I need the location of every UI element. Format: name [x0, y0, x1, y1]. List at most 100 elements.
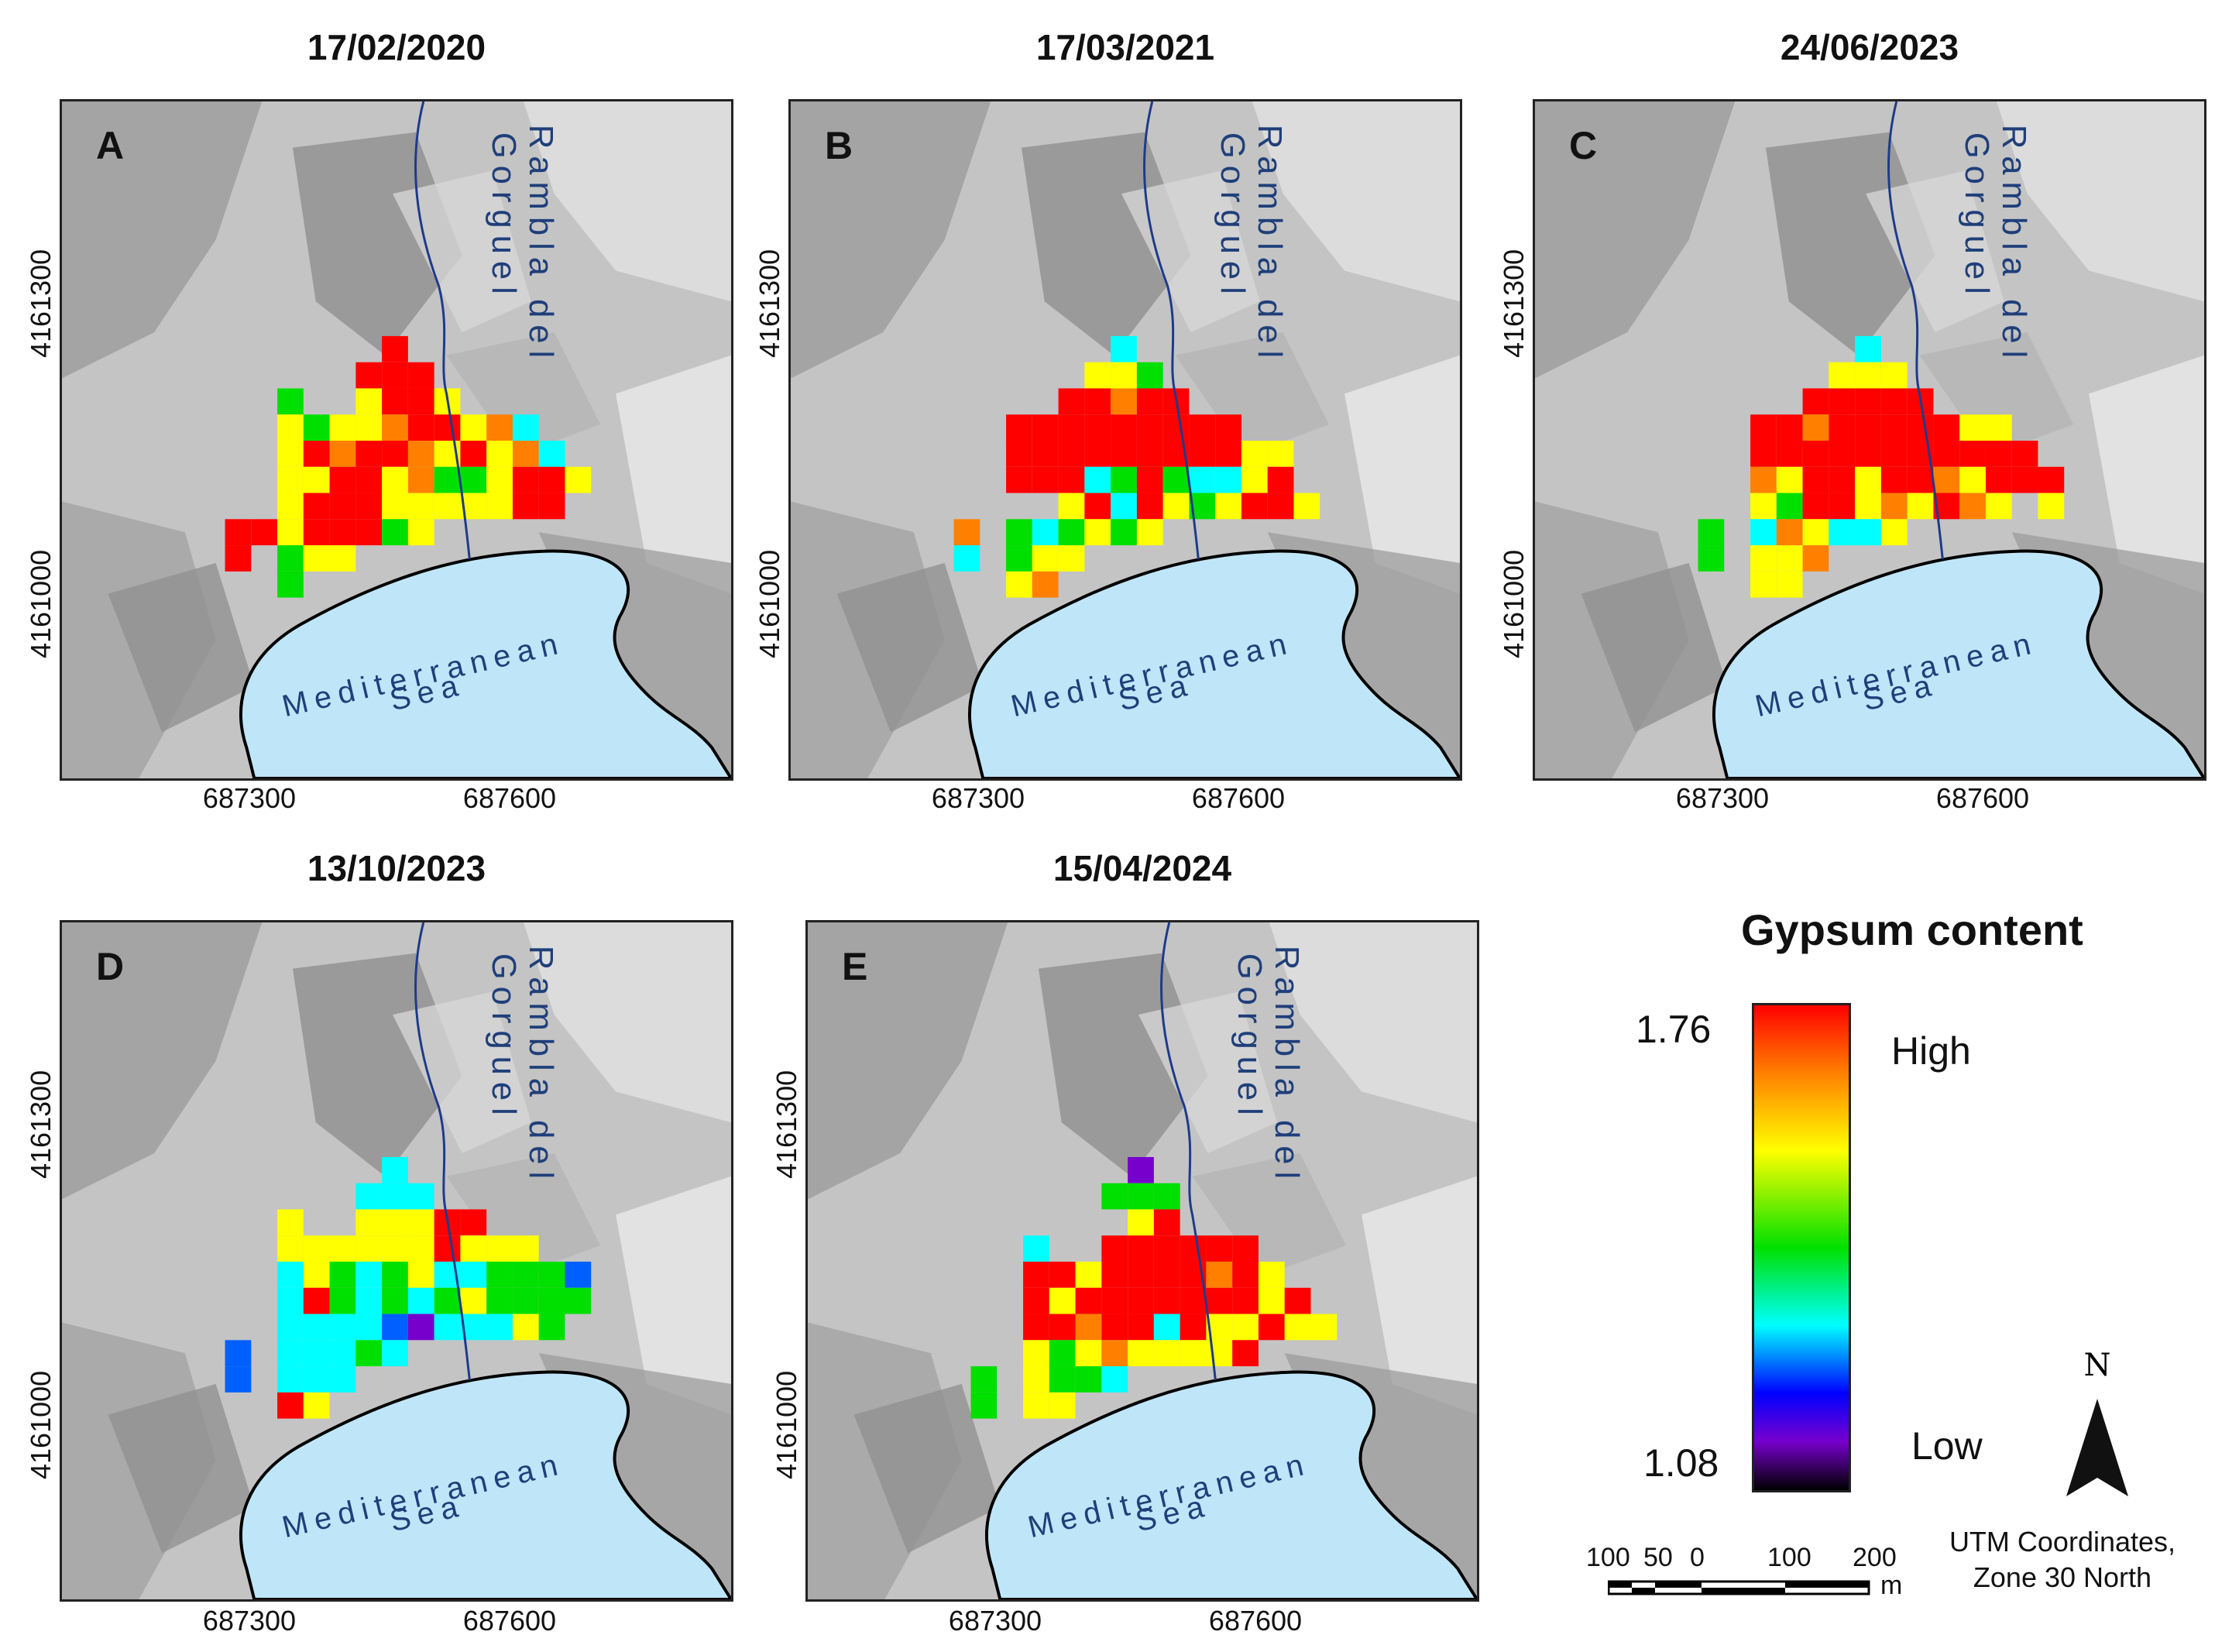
gypsum-pixel [1232, 1261, 1259, 1288]
gypsum-pixel [486, 414, 513, 441]
gypsum-pixel [407, 362, 434, 389]
river-label: Rambla del [1995, 125, 2033, 365]
panel-a-date: 17/02/2020 [307, 27, 486, 67]
gypsum-pixel [434, 466, 461, 493]
gypsum-pixel [382, 1287, 408, 1314]
gypsum-pixel [1985, 466, 2012, 493]
gypsum-pixel [277, 388, 304, 415]
gypsum-pixel [1776, 414, 1803, 441]
gypsum-pixel [1750, 545, 1777, 572]
gypsum-pixel [1084, 414, 1111, 441]
y-tick: 4161300 [754, 249, 785, 358]
gypsum-pixel [1258, 1261, 1285, 1288]
river-line [414, 101, 471, 560]
x-tick: 687600 [462, 782, 557, 814]
legend-min-value: 1.08 [1643, 1441, 1719, 1485]
gypsum-pixel [407, 1209, 434, 1236]
gypsum-pixel [1232, 1340, 1259, 1367]
river-label: Gorguel [1214, 132, 1252, 301]
gypsum-pixel [382, 519, 408, 546]
north-arrow-icon: N [2066, 1348, 2128, 1496]
gypsum-pixel [407, 414, 434, 441]
gypsum-pixel [460, 1261, 487, 1288]
gypsum-pixel [1101, 1235, 1128, 1262]
gypsum-pixel [1049, 1287, 1076, 1314]
panel-e-date: 15/04/2024 [1053, 848, 1232, 888]
gypsum-pixel [1855, 335, 1881, 362]
gypsum-pixel [1128, 1156, 1154, 1183]
river-label: Gorguel [1958, 132, 1996, 301]
gypsum-pixel [329, 1235, 356, 1262]
gypsum-pixel [460, 1209, 487, 1236]
gypsum-pixel [434, 493, 461, 520]
gypsum-pixel [329, 493, 356, 520]
gypsum-pixel [1802, 414, 1829, 441]
gypsum-pixel [407, 519, 434, 546]
legend-low-label: Low [1911, 1424, 1983, 1468]
gypsum-pixel [2011, 440, 2038, 467]
panel-c-date: 24/06/2023 [1780, 27, 1959, 67]
x-tick: 687300 [931, 782, 1025, 814]
gypsum-pixel [303, 493, 330, 520]
gypsum-pixel [1802, 493, 1829, 520]
gypsum-pixel [1985, 440, 2012, 467]
gypsum-pixel [225, 1366, 252, 1393]
gypsum-pixel [1284, 1287, 1311, 1314]
gypsum-pixel [1776, 571, 1803, 598]
gypsum-pixel [355, 466, 383, 493]
gypsum-pixel [1855, 493, 1881, 520]
gypsum-pixel [1880, 493, 1908, 520]
gypsum-pixel [1802, 440, 1829, 467]
river-label: Gorguel [1231, 953, 1269, 1122]
gypsum-pixel [2038, 493, 2065, 520]
gypsum-pixel [1058, 466, 1085, 493]
gypsum-pixel [1006, 466, 1032, 493]
gypsum-pixel [355, 1235, 383, 1262]
gypsum-pixel [1907, 414, 1934, 441]
gypsum-pixel [1855, 362, 1881, 389]
gypsum-pixel [1084, 440, 1111, 467]
gypsum-pixel [1049, 1392, 1076, 1419]
gypsum-pixel [1829, 388, 1856, 415]
gypsum-pixel [512, 414, 539, 441]
gypsum-pixel [1985, 414, 2012, 441]
scale-label: 0 [1690, 1543, 1705, 1572]
river-line [1887, 101, 1944, 560]
gypsum-pixel [1136, 466, 1163, 493]
panel-letter: A [96, 124, 125, 167]
gypsum-pixel [460, 414, 487, 441]
gypsum-pixel [538, 1261, 565, 1288]
gypsum-pixel [303, 545, 330, 572]
gypsum-pixel [355, 1340, 383, 1367]
gypsum-pixel [1023, 1340, 1049, 1367]
gypsum-pixel [1215, 440, 1241, 467]
gypsum-pixel [1111, 414, 1137, 441]
gypsum-pixel [1959, 493, 1986, 520]
gypsum-pixel [1101, 1340, 1128, 1367]
gypsum-pixel [303, 1392, 330, 1419]
river-line [1142, 101, 1200, 560]
gypsum-pixel [277, 545, 304, 572]
y-tick: 4161000 [25, 1370, 57, 1479]
map-panel-c: Rambla del Gorguel Mediterranean Sea C [1533, 99, 2206, 781]
gypsum-pixel [1049, 1340, 1076, 1367]
gypsum-pixel [277, 1366, 304, 1393]
gypsum-pixel [1023, 1235, 1049, 1262]
gypsum-pixel [1232, 1287, 1259, 1314]
gypsum-pixel [303, 1235, 330, 1262]
gypsum-pixel [1750, 440, 1777, 467]
gypsum-pixel [303, 519, 330, 546]
gypsum-pixel [538, 493, 565, 520]
gypsum-pixel [970, 1366, 998, 1393]
gypsum-pixel [1128, 1183, 1154, 1210]
river-label: Rambla del [522, 946, 560, 1186]
gypsum-pixel [1032, 545, 1059, 572]
gypsum-pixel [407, 1287, 434, 1314]
scale-label: 100 [1586, 1543, 1630, 1572]
gypsum-pixel [382, 362, 408, 389]
gypsum-pixel [1101, 1261, 1128, 1288]
gypsum-pixel [1153, 1209, 1180, 1236]
gypsum-pixel [1023, 1314, 1049, 1341]
